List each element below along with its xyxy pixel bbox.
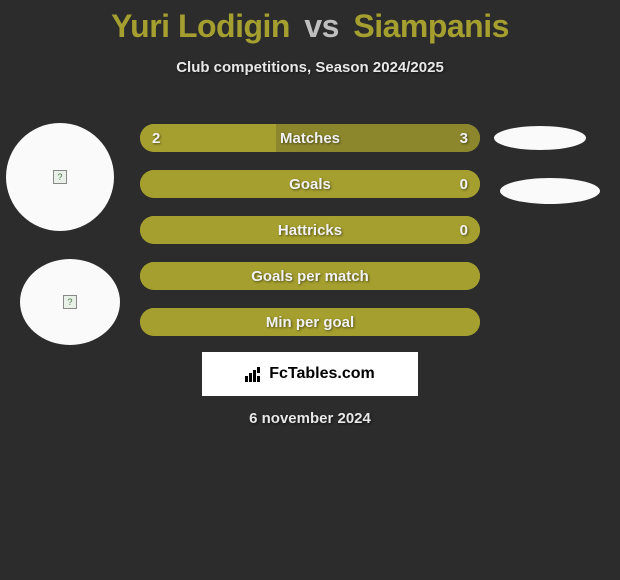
stat-label: Min per goal [266,314,354,331]
image-placeholder-icon: ? [63,295,77,309]
stat-label: Matches [280,130,340,147]
title-player2: Siampanis [353,8,509,44]
stat-value-left: 2 [152,130,160,147]
avatar-player2 [494,126,586,150]
avatar-player2-alt [500,178,600,204]
date-text: 6 november 2024 [0,410,620,427]
stat-label: Goals per match [251,268,369,285]
stat-row-min-per-goal: Min per goal [140,308,480,336]
stat-row-goals-per-match: Goals per match [140,262,480,290]
stats-bars: 2 Matches 3 Goals 0 Hattricks 0 Goals pe… [140,124,480,354]
avatar-player1: ? [6,123,114,231]
brand-chart-icon [245,366,265,382]
subtitle: Club competitions, Season 2024/2025 [0,59,620,76]
stat-row-goals: Goals 0 [140,170,480,198]
title-player1: Yuri Lodigin [111,8,290,44]
brand-watermark: FcTables.com [202,352,418,396]
stat-row-hattricks: Hattricks 0 [140,216,480,244]
stat-row-matches: 2 Matches 3 [140,124,480,152]
brand-text: FcTables.com [269,365,375,383]
avatar-player1-alt: ? [20,259,120,345]
stat-value-right: 0 [460,176,468,193]
stat-left-fill [140,124,276,152]
stat-label: Goals [289,176,331,193]
stat-label: Hattricks [278,222,342,239]
stat-value-right: 0 [460,222,468,239]
title-vs: vs [304,8,339,44]
stat-value-right: 3 [460,130,468,147]
image-placeholder-icon: ? [53,170,67,184]
page-title: Yuri Lodigin vs Siampanis [0,0,620,45]
